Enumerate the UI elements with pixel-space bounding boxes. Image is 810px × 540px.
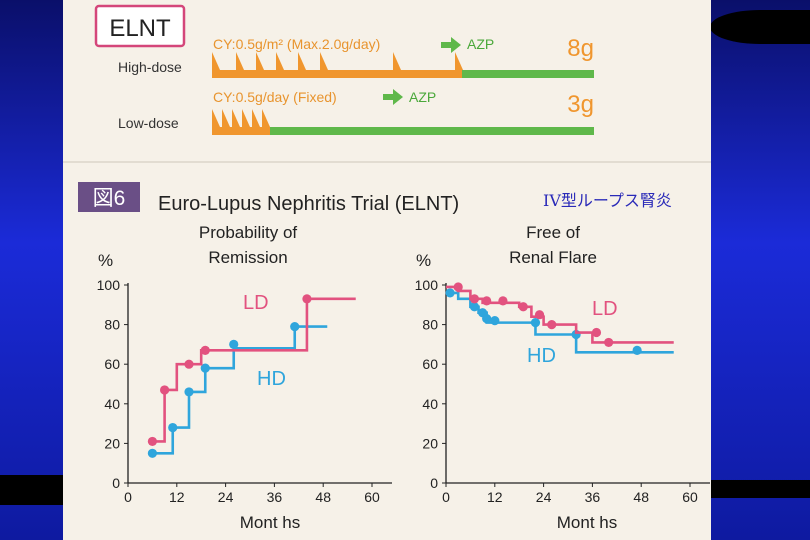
series-marker-hd xyxy=(168,422,178,433)
figure-label: 図6 xyxy=(93,187,126,210)
elnt-badge xyxy=(94,4,186,48)
x-tick-label: 60 xyxy=(364,489,380,505)
x-tick-label: 12 xyxy=(487,489,503,505)
x-tick-label: 36 xyxy=(585,489,601,505)
series-line-ld xyxy=(152,297,356,443)
series-marker-hd xyxy=(229,339,239,349)
series-marker-ld xyxy=(160,385,170,395)
high-dose-label: High-dose xyxy=(118,59,182,75)
flare-ylabel: % xyxy=(416,251,431,270)
series-marker-hd xyxy=(530,318,541,328)
series-marker-ld xyxy=(482,296,492,306)
x-tick-label: 48 xyxy=(315,489,331,505)
series-marker-hd xyxy=(184,387,194,397)
y-tick-label: 80 xyxy=(104,317,120,333)
series-marker-ld xyxy=(534,310,545,320)
series-marker-ld xyxy=(147,436,157,447)
series-marker-hd xyxy=(490,316,500,326)
remission-chart-title: Probability of Remission xyxy=(199,223,298,267)
y-tick-label: 100 xyxy=(415,277,439,293)
series-marker-ld xyxy=(200,345,210,355)
series-marker-hd xyxy=(482,314,492,324)
low-dose-azp-bar xyxy=(268,127,594,135)
figure-title: Euro-Lupus Nephritis Trial (ELNT) xyxy=(158,193,459,215)
series-marker-hd xyxy=(290,321,300,332)
high-dose-azp-bar xyxy=(460,70,594,78)
y-tick-label: 0 xyxy=(430,475,438,491)
low-dose-total: 3g xyxy=(567,91,594,118)
y-tick-label: 0 xyxy=(112,475,120,491)
elnt-badge-label: ELNT xyxy=(109,15,171,42)
low-dose-cy-bar xyxy=(212,127,270,135)
x-tick-label: 0 xyxy=(124,489,132,505)
decor-band-left xyxy=(0,475,70,505)
series-marker-hd xyxy=(200,363,210,373)
high-dose-regimen-text: CY:0.5g/m² (Max.2.0g/day) xyxy=(213,36,380,52)
series-label-hd: HD xyxy=(527,345,556,367)
y-tick-label: 80 xyxy=(422,317,438,333)
high-dose-azp: AZP xyxy=(467,36,494,52)
series-label-hd: HD xyxy=(257,368,286,390)
high-dose-total: 8g xyxy=(567,35,594,62)
series-label-ld: LD xyxy=(243,292,269,314)
y-tick-label: 60 xyxy=(422,356,438,372)
series-marker-ld xyxy=(302,294,312,304)
series-marker-ld xyxy=(547,320,557,330)
high-dose-cy-bar xyxy=(212,70,462,78)
figure-note: IV型ループス腎炎 xyxy=(543,191,672,210)
y-tick-label: 40 xyxy=(422,396,438,412)
series-marker-hd xyxy=(469,302,480,312)
x-tick-label: 24 xyxy=(218,489,234,505)
y-tick-label: 60 xyxy=(104,356,120,372)
flare-xlabel: Mont hs xyxy=(557,513,617,532)
x-tick-label: 60 xyxy=(682,489,698,505)
x-tick-label: 12 xyxy=(169,489,185,505)
y-tick-label: 20 xyxy=(104,435,120,451)
decor-wave xyxy=(710,10,810,44)
x-tick-label: 0 xyxy=(442,489,450,505)
series-label-ld: LD xyxy=(592,298,618,320)
series-marker-ld xyxy=(469,294,480,304)
series-line-hd xyxy=(152,325,328,455)
flare-chart-title: Free of Renal Flare xyxy=(509,223,597,267)
low-dose-regimen-text: CY:0.5g/day (Fixed) xyxy=(213,89,337,105)
low-dose-pulses xyxy=(212,109,270,127)
series-marker-ld xyxy=(604,337,614,348)
remission-chart: Probability of Remission % Mont hs 0 12 24 3… xyxy=(97,223,392,532)
series-marker-hd xyxy=(445,288,455,298)
x-tick-label: 36 xyxy=(267,489,283,505)
series-marker-hd xyxy=(632,345,642,355)
x-tick-label: 24 xyxy=(536,489,552,505)
x-tick-label: 48 xyxy=(633,489,649,505)
decor-band-right xyxy=(700,480,810,498)
series-marker-ld xyxy=(184,359,194,369)
y-tick-label: 40 xyxy=(104,396,120,412)
series-marker-ld xyxy=(518,302,528,312)
series-marker-hd xyxy=(147,448,157,458)
y-tick-label: 100 xyxy=(97,277,121,293)
high-dose-pulses xyxy=(212,52,463,70)
remission-ylabel: % xyxy=(98,251,113,270)
y-tick-label: 20 xyxy=(422,435,438,451)
remission-xlabel: Mont hs xyxy=(240,513,300,532)
low-dose-label: Low-dose xyxy=(118,115,179,131)
flare-chart: Free of Renal Flare % Mont hs 0 12 24 36 48 60… xyxy=(415,223,710,532)
series-marker-ld xyxy=(498,296,508,306)
low-dose-azp: AZP xyxy=(409,89,436,105)
figure-label-box xyxy=(78,182,140,212)
figure-panel xyxy=(63,0,711,540)
arrow-icon xyxy=(441,37,461,53)
arrow-icon xyxy=(383,89,403,105)
series-marker-ld xyxy=(453,282,463,292)
series-marker-ld xyxy=(591,327,602,338)
